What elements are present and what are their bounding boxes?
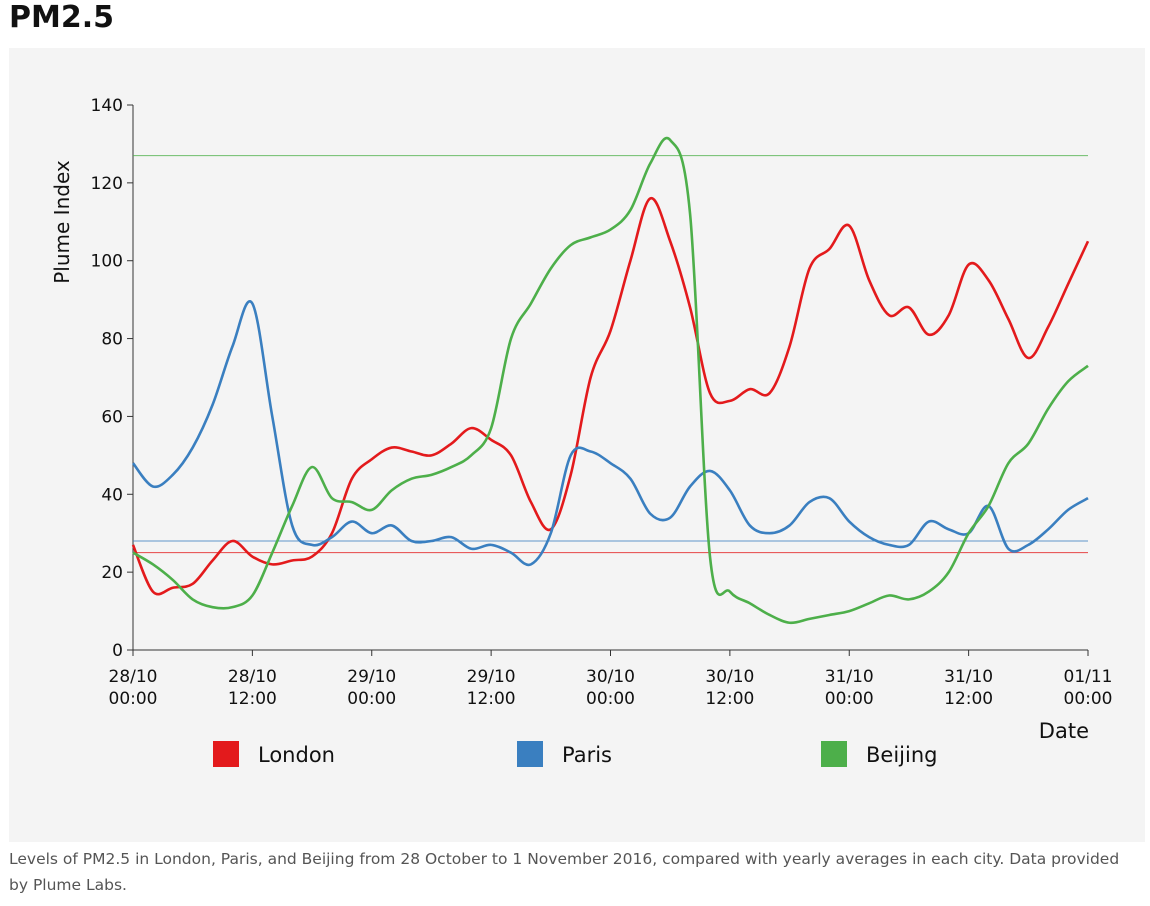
y-tick-label: 0 [112, 641, 123, 661]
legend-swatch [517, 741, 543, 767]
x-tick-label: 30/10 00:00 [586, 667, 635, 709]
x-tick-label: 31/10 00:00 [825, 667, 874, 709]
x-tick-label: 29/10 00:00 [347, 667, 396, 709]
legend-label: London [258, 743, 335, 767]
chart: Plume Index Date 0 20 40 60 80 100 120 140 28/10… [9, 48, 1145, 842]
x-tick-label: 31/10 12:00 [944, 667, 993, 709]
x-tick-label: 01/11 00:00 [1064, 667, 1113, 709]
series-line [131, 197, 1090, 596]
legend-label: Paris [562, 743, 612, 767]
chart-title: PM2.5 [9, 0, 114, 35]
x-axis-label: Date [1039, 719, 1089, 743]
y-tick-label: 80 [101, 330, 123, 350]
y-tick-label: 100 [91, 252, 123, 272]
series-line [132, 136, 1089, 625]
legend-label: Beijing [866, 743, 937, 767]
x-tick-label: 30/10 12:00 [705, 667, 754, 709]
y-tick-label: 140 [91, 96, 123, 116]
y-tick-label: 40 [101, 485, 123, 505]
legend-swatch [213, 741, 239, 767]
y-tick-label: 120 [91, 174, 123, 194]
caption: Levels of PM2.5 in London, Paris, and Be… [9, 850, 1120, 894]
series-line [131, 300, 1089, 567]
x-tick-label: 28/10 12:00 [228, 667, 277, 709]
legend-swatch [821, 741, 847, 767]
y-axis-label: Plume Index [50, 160, 74, 284]
x-tick-label: 29/10 12:00 [467, 667, 516, 709]
y-tick-label: 20 [101, 563, 123, 583]
y-tick-label: 60 [101, 407, 123, 427]
x-tick-label: 28/10 00:00 [109, 667, 158, 709]
